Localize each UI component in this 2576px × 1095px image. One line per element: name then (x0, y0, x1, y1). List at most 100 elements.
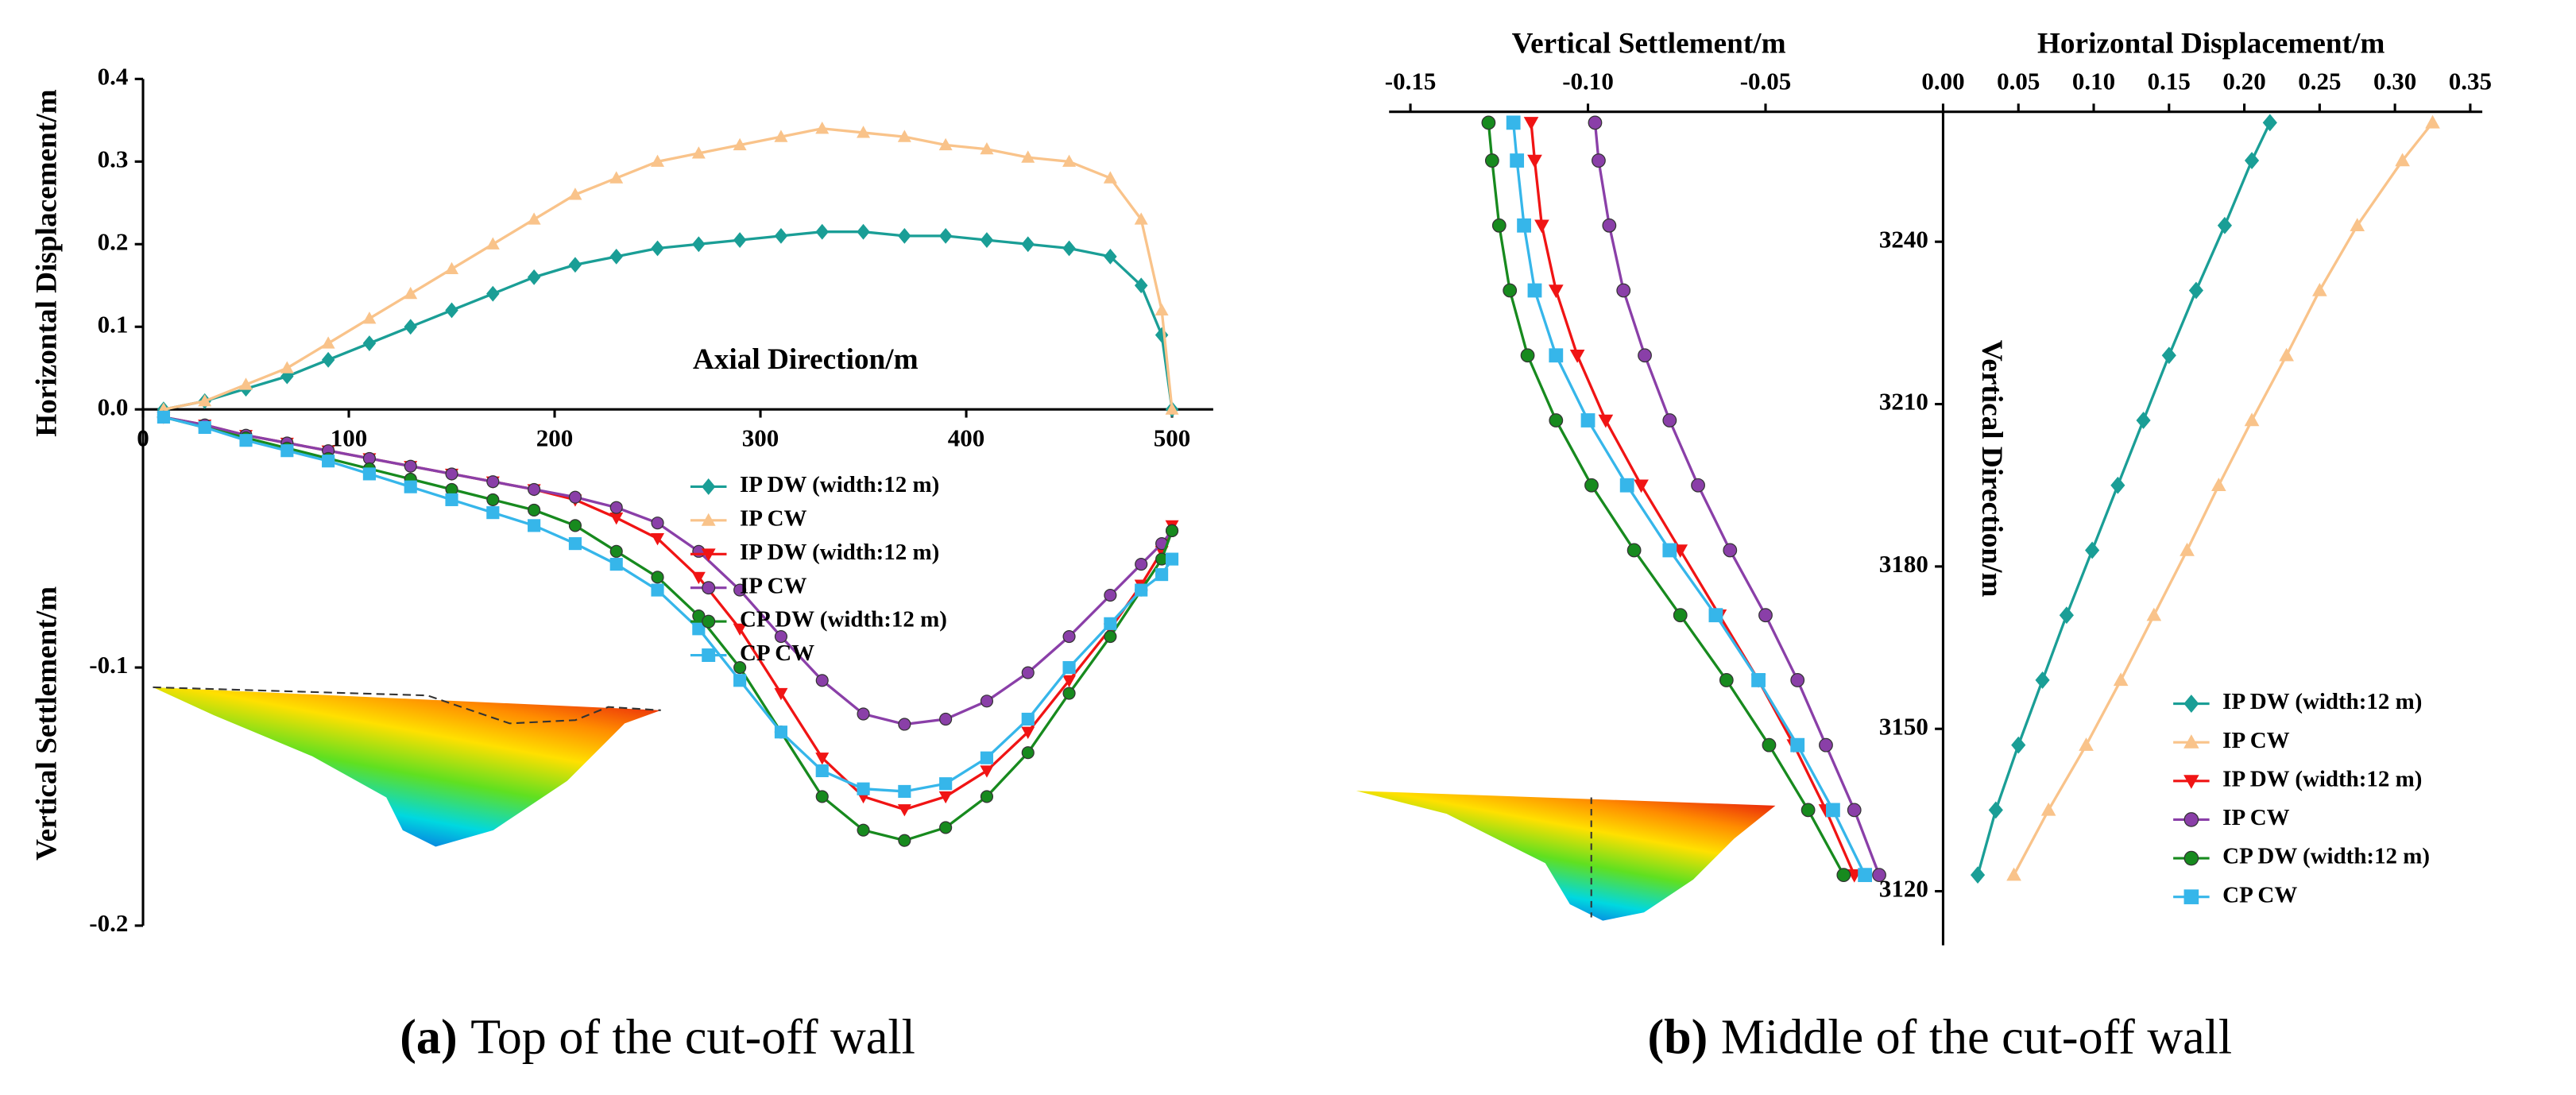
marker (1719, 673, 1734, 687)
marker (938, 137, 953, 151)
legend-label: IP CW (2222, 728, 2290, 753)
marker (2211, 478, 2226, 491)
marker (815, 122, 830, 134)
legend-label: CP DW (width:12 m) (2222, 844, 2430, 869)
marker (980, 695, 994, 708)
x2-tick-label: 0.25 (2298, 68, 2341, 95)
marker (445, 493, 458, 506)
marker (1155, 568, 1169, 582)
marker (1762, 737, 1777, 753)
x2-tick-label: 0.05 (1997, 68, 2040, 95)
marker (568, 537, 582, 551)
marker (1062, 675, 1077, 687)
legend-label: IP CW (2222, 805, 2290, 830)
x-tick-label: 0 (137, 424, 149, 452)
legend-marker (2183, 850, 2199, 866)
marker (1588, 115, 1603, 130)
marker (1819, 737, 1833, 753)
marker (445, 302, 458, 319)
x2-tick-label: 0.00 (1921, 68, 1964, 95)
legend-label: CP DW (width:12 m) (740, 607, 947, 633)
marker (1584, 478, 1599, 493)
marker (528, 503, 541, 517)
marker (692, 622, 706, 636)
y2-tick-label: -0.1 (89, 651, 128, 679)
marker (2136, 412, 2151, 429)
marker (815, 223, 829, 240)
x-tick-label: 100 (331, 424, 368, 452)
marker (651, 533, 665, 546)
marker (1062, 240, 1076, 257)
marker (362, 335, 377, 351)
y-tick-label: 3210 (1879, 388, 1928, 416)
marker (568, 490, 582, 504)
marker (568, 188, 582, 200)
caption: (a) Top of the cut-off wall (400, 1011, 915, 1065)
marker (2180, 542, 2195, 556)
marker (2079, 737, 2094, 751)
y-axis-title: Horizontal Displacement/m (31, 89, 64, 436)
contour-shape (1356, 791, 1776, 921)
legend-marker (702, 581, 716, 595)
caption: (b) Middle of the cut-off wall (1647, 1011, 2232, 1065)
marker (815, 674, 829, 687)
marker (1155, 303, 1169, 316)
marker (1523, 117, 1539, 130)
marker (2011, 736, 2026, 754)
series-line (2013, 122, 2434, 876)
marker (897, 130, 911, 142)
marker (157, 410, 170, 424)
legend-marker (2183, 812, 2199, 827)
marker (527, 269, 541, 285)
caption-label: (b) (1647, 1011, 1708, 1065)
marker (1510, 153, 1525, 168)
marker (1790, 673, 1805, 687)
marker (1484, 153, 1499, 168)
contour-inset-a (153, 686, 661, 847)
marker (568, 257, 582, 273)
legend-marker (702, 614, 716, 629)
marker (1062, 629, 1076, 644)
marker (733, 232, 747, 248)
dashed-outline (153, 686, 661, 725)
marker (897, 804, 911, 817)
marker (362, 467, 376, 481)
series-line (163, 416, 1174, 726)
legend-marker (702, 478, 716, 495)
marker (939, 777, 953, 791)
marker (1619, 478, 1634, 493)
marker (2262, 114, 2277, 132)
marker (1549, 413, 1564, 428)
marker (404, 286, 418, 300)
x-tick-label: 200 (536, 424, 574, 452)
x-tick-label: 300 (742, 424, 779, 452)
marker (733, 674, 747, 687)
marker (1634, 479, 1649, 493)
y-tick-label: 0.0 (98, 393, 129, 420)
marker (692, 236, 706, 253)
marker (1134, 212, 1148, 225)
legend-marker (701, 548, 716, 562)
marker (486, 475, 500, 489)
marker (691, 146, 706, 159)
marker (1021, 150, 1035, 163)
series-line (1976, 122, 2272, 876)
marker (815, 753, 830, 765)
marker (1708, 608, 1723, 623)
marker (1673, 608, 1688, 623)
y-tick-label: 3150 (1879, 712, 1928, 740)
marker (2188, 281, 2204, 300)
marker (815, 764, 829, 778)
marker (733, 660, 747, 675)
y-axis-title: Vertical Direction/m (1975, 340, 2008, 598)
contour-shape (153, 687, 661, 847)
marker (280, 361, 294, 373)
legend-label: IP DW (width:12 m) (740, 472, 939, 497)
marker (774, 687, 788, 701)
marker (1104, 589, 1117, 602)
marker (1548, 284, 1564, 299)
x-tick-label: 400 (948, 424, 985, 452)
marker (198, 420, 211, 435)
marker (527, 212, 541, 225)
